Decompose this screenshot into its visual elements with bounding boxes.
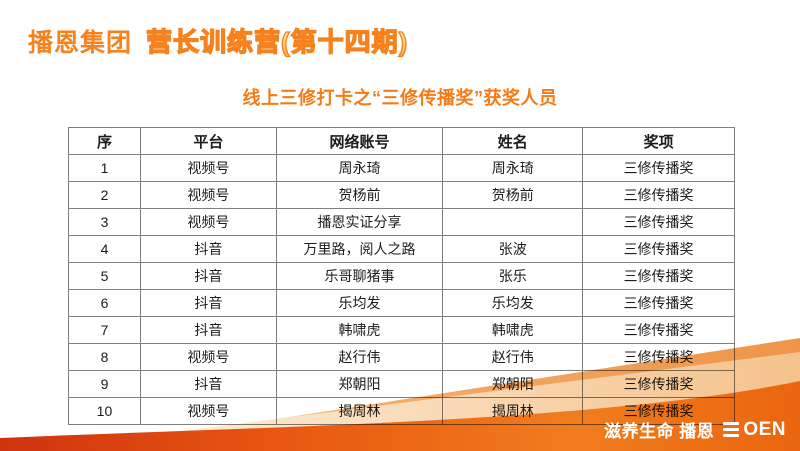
table-cell: 播恩实证分享 [275,208,444,236]
table-cell: 韩啸虎 [275,316,444,344]
table-cell: 视频号 [139,397,277,425]
table-row: 1 视频号 周永琦 周永琦 三修传播奖 [68,154,735,182]
table-cell: 赵行伟 [275,343,444,371]
table-cell: 抖音 [139,262,277,290]
table-cell: 三修传播奖 [582,208,735,236]
table-cell: 揭周林 [442,397,584,425]
table-cell: 三修传播奖 [582,343,735,371]
brand-name: 播恩集团 [28,29,133,57]
table-cell: 张乐 [442,262,584,290]
table-cell: 视频号 [139,343,277,371]
table-cell: 周永琦 [275,154,444,182]
table-cell: 三修传播奖 [582,370,735,398]
table-cell: 4 [68,235,141,263]
table-cell: 韩啸虎 [442,316,584,344]
program-name: 营长训练营(第十四期) [145,22,408,59]
table-cell: 乐均发 [442,289,584,317]
table-cell: 视频号 [139,181,277,209]
table-cell: 万里路，阅人之路 [275,235,444,263]
table-row: 2 视频号 贺杨前 贺杨前 三修传播奖 [68,181,735,209]
table-cell: 视频号 [139,208,277,236]
column-header: 序 [68,127,141,155]
table-cell: 9 [68,370,141,398]
table-cell: 郑朝阳 [275,370,444,398]
table-cell [442,208,584,236]
table-row: 5 抖音 乐哥聊猪事 张乐 三修传播奖 [68,262,735,290]
table-cell: 贺杨前 [275,181,444,209]
table-cell: 抖音 [139,370,277,398]
table-cell: 抖音 [139,289,277,317]
table-cell: 抖音 [139,235,277,263]
table-body: 1 视频号 周永琦 周永琦 三修传播奖 2 视频号 贺杨前 贺杨前 三修传播奖 3 视频号 播恩实证分享… [68,154,735,425]
table-cell: 张波 [442,235,584,263]
page-title: 线上三修打卡之“三修传播奖”获奖人员 [242,88,558,108]
award-table: 序平台 网络账号 姓名 奖项 1 视频号 周永琦 周永琦 三修传播奖 2 视频号 贺杨前 贺杨前 三修传… [68,127,735,425]
table-cell: 赵行伟 [442,343,584,371]
column-header: 奖项 [582,127,735,155]
table-cell: 6 [68,289,141,317]
boen-stripe-b-icon [723,421,740,438]
table-cell: 视频号 [139,154,277,182]
table-cell: 三修传播奖 [582,316,735,344]
table-cell: 贺杨前 [442,181,584,209]
table-cell: 乐哥聊猪事 [275,262,444,290]
table-cell: 周永琦 [442,154,584,182]
table-cell: 抖音 [139,316,277,344]
footer-slogan: 滋养生命 播恩 [604,422,715,441]
table-row: 8 视频号 赵行伟 赵行伟 三修传播奖 [68,343,735,371]
table-cell: 乐均发 [275,289,444,317]
column-header: 姓名 [442,127,584,155]
table-head-row: 序平台 网络账号 姓名 奖项 [68,127,735,155]
boen-logo-letters: OEN [743,418,786,440]
header-branding: 播恩集团 营长训练营(第十四期) [28,22,408,59]
table-cell: 三修传播奖 [582,289,735,317]
table-cell: 三修传播奖 [582,235,735,263]
table-cell: 三修传播奖 [582,181,735,209]
table-cell: 7 [68,316,141,344]
table-cell: 揭周林 [275,397,444,425]
table-cell: 郑朝阳 [442,370,584,398]
table-cell: 8 [68,343,141,371]
table-cell: 三修传播奖 [582,262,735,290]
footer-logo: 滋养生命 播恩 OEN [604,417,786,442]
table-row: 7 抖音 韩啸虎 韩啸虎 三修传播奖 [68,316,735,344]
table-row: 4 抖音 万里路，阅人之路 张波 三修传播奖 [68,235,735,263]
table-cell: 10 [68,397,141,425]
table-cell: 3 [68,208,141,236]
column-header: 网络账号 [275,127,444,155]
column-header: 平台 [139,127,277,155]
table-cell: 三修传播奖 [582,154,735,182]
table-row: 6 抖音 乐均发 乐均发 三修传播奖 [68,289,735,317]
table-cell: 1 [68,154,141,182]
table-row: 9 抖音 郑朝阳 郑朝阳 三修传播奖 [68,370,735,398]
table-cell: 5 [68,262,141,290]
table-cell: 2 [68,181,141,209]
table-row: 3 视频号 播恩实证分享 三修传播奖 [68,208,735,236]
